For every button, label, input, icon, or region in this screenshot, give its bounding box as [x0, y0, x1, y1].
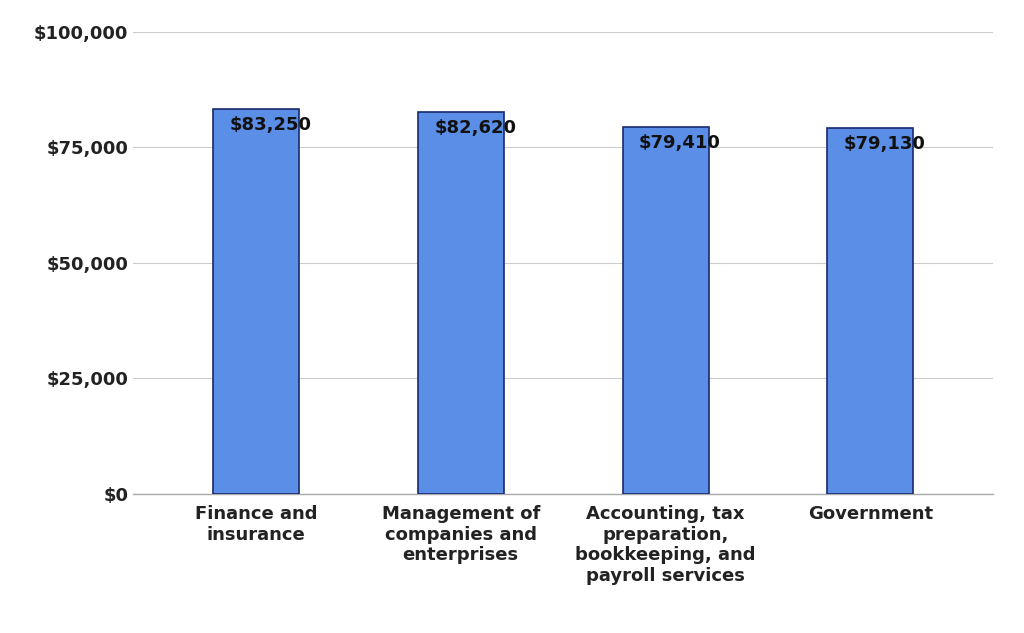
Bar — [623, 127, 709, 494]
Text: $82,620: $82,620 — [434, 119, 516, 137]
Bar — [418, 112, 504, 494]
Text: $79,130: $79,130 — [844, 135, 926, 153]
Text: $79,410: $79,410 — [639, 134, 721, 152]
Bar — [213, 109, 299, 494]
Text: $83,250: $83,250 — [229, 116, 311, 134]
Bar — [827, 128, 913, 494]
